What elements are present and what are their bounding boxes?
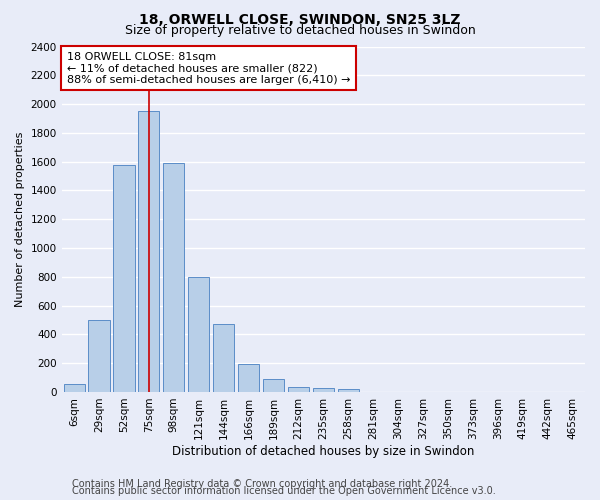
Y-axis label: Number of detached properties: Number of detached properties [15,132,25,307]
X-axis label: Distribution of detached houses by size in Swindon: Distribution of detached houses by size … [172,444,475,458]
Bar [213,324,234,392]
Bar [64,384,85,392]
Bar [288,387,309,392]
Bar [188,277,209,392]
Bar [313,388,334,392]
Text: 18, ORWELL CLOSE, SWINDON, SN25 3LZ: 18, ORWELL CLOSE, SWINDON, SN25 3LZ [139,12,461,26]
Bar [113,164,134,392]
Bar [238,364,259,392]
Text: Contains HM Land Registry data © Crown copyright and database right 2024.: Contains HM Land Registry data © Crown c… [72,479,452,489]
Text: Contains public sector information licensed under the Open Government Licence v3: Contains public sector information licen… [72,486,496,496]
Text: 18 ORWELL CLOSE: 81sqm
← 11% of detached houses are smaller (822)
88% of semi-de: 18 ORWELL CLOSE: 81sqm ← 11% of detached… [67,52,350,85]
Bar [263,379,284,392]
Bar [338,389,359,392]
Bar [138,112,160,392]
Bar [163,163,184,392]
Text: Size of property relative to detached houses in Swindon: Size of property relative to detached ho… [125,24,475,37]
Bar [88,320,110,392]
